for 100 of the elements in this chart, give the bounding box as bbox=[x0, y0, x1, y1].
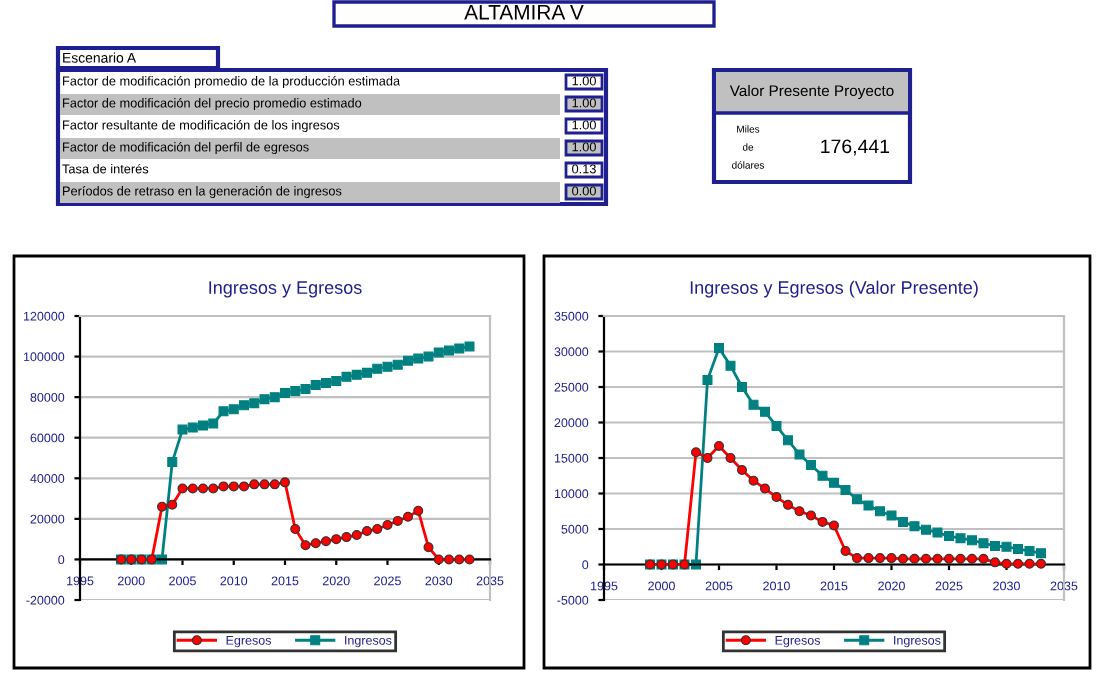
point bbox=[362, 367, 372, 378]
point bbox=[259, 394, 270, 405]
point bbox=[177, 483, 188, 494]
point bbox=[1013, 558, 1023, 569]
point bbox=[886, 510, 897, 521]
point bbox=[167, 499, 178, 510]
point bbox=[702, 374, 713, 385]
point bbox=[259, 479, 270, 490]
point bbox=[218, 481, 229, 492]
point bbox=[1024, 558, 1035, 569]
point bbox=[249, 479, 260, 490]
point bbox=[310, 379, 321, 390]
point bbox=[748, 399, 759, 410]
point bbox=[702, 453, 713, 463]
point bbox=[806, 460, 816, 471]
point bbox=[341, 532, 352, 543]
point bbox=[725, 453, 736, 463]
point bbox=[423, 351, 434, 362]
point bbox=[783, 435, 793, 446]
point bbox=[331, 534, 342, 545]
point bbox=[351, 369, 362, 380]
point bbox=[157, 501, 167, 512]
point bbox=[413, 505, 424, 516]
point bbox=[433, 347, 444, 358]
point bbox=[909, 553, 920, 564]
point bbox=[444, 554, 454, 565]
point bbox=[239, 400, 249, 411]
point bbox=[290, 524, 301, 534]
point bbox=[829, 477, 839, 488]
point bbox=[714, 440, 724, 451]
point bbox=[875, 506, 885, 517]
point bbox=[444, 345, 454, 356]
point bbox=[771, 492, 782, 503]
point bbox=[228, 481, 239, 492]
point bbox=[921, 524, 931, 535]
point bbox=[1013, 543, 1023, 554]
point bbox=[829, 520, 839, 531]
point bbox=[403, 511, 413, 522]
point bbox=[310, 538, 321, 549]
point bbox=[990, 557, 1000, 568]
point bbox=[898, 553, 908, 564]
point bbox=[464, 341, 475, 352]
point bbox=[967, 553, 977, 564]
point bbox=[944, 531, 954, 542]
point bbox=[454, 554, 465, 565]
point bbox=[760, 483, 770, 494]
point bbox=[898, 516, 908, 527]
point bbox=[967, 535, 977, 546]
point bbox=[392, 359, 403, 370]
point bbox=[691, 447, 701, 458]
point bbox=[737, 382, 747, 392]
point bbox=[167, 457, 178, 468]
point bbox=[1001, 558, 1012, 569]
point bbox=[464, 554, 475, 565]
point bbox=[1001, 541, 1012, 552]
point bbox=[794, 506, 805, 517]
point bbox=[932, 527, 943, 538]
point bbox=[875, 553, 885, 564]
point bbox=[863, 500, 874, 511]
point bbox=[990, 541, 1000, 552]
point bbox=[208, 483, 219, 494]
point bbox=[249, 398, 260, 409]
point bbox=[177, 424, 188, 435]
point bbox=[239, 481, 249, 492]
point bbox=[909, 521, 920, 532]
point bbox=[760, 406, 770, 417]
point bbox=[321, 536, 331, 547]
point bbox=[300, 540, 311, 551]
point bbox=[932, 553, 943, 564]
point bbox=[714, 342, 724, 353]
point bbox=[840, 546, 851, 557]
point bbox=[362, 526, 372, 537]
point bbox=[218, 406, 229, 417]
point bbox=[806, 510, 816, 521]
point bbox=[187, 422, 198, 433]
point bbox=[341, 371, 352, 382]
point bbox=[783, 499, 793, 510]
point bbox=[944, 553, 954, 564]
point bbox=[794, 449, 805, 460]
point bbox=[852, 553, 862, 564]
text: 176,441 bbox=[821, 139, 890, 156]
point bbox=[372, 524, 383, 534]
point bbox=[863, 553, 874, 564]
point bbox=[208, 418, 219, 429]
point bbox=[228, 404, 239, 415]
point bbox=[1036, 558, 1046, 569]
point bbox=[280, 388, 290, 399]
point bbox=[351, 530, 362, 541]
point bbox=[433, 554, 444, 565]
point bbox=[817, 516, 828, 527]
point bbox=[454, 343, 465, 354]
point bbox=[382, 361, 393, 372]
point bbox=[300, 384, 311, 395]
point bbox=[280, 477, 290, 488]
point bbox=[771, 421, 782, 432]
point bbox=[382, 519, 393, 530]
point bbox=[978, 538, 989, 549]
point bbox=[725, 360, 736, 371]
chart-title: Ingresos y Egresos bbox=[209, 281, 362, 298]
chart-title: Ingresos y Egresos (Valor Presente) bbox=[690, 280, 978, 298]
